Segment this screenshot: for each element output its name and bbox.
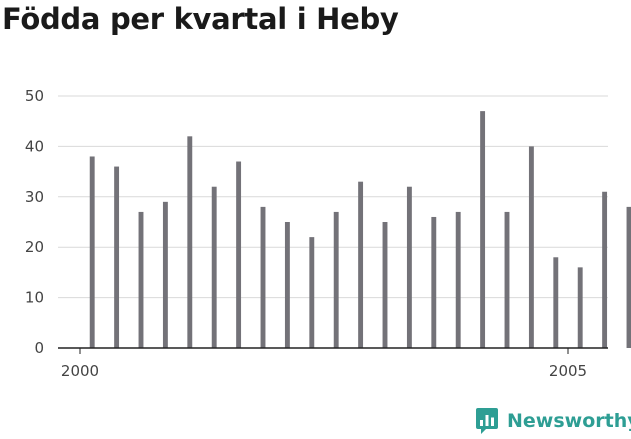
bar-chart-speech-bubble-icon (476, 408, 498, 434)
brand-name: Newsworthy (507, 410, 631, 432)
x-tick-label: 2005 (549, 362, 587, 380)
bar (309, 237, 315, 348)
bar (260, 206, 266, 348)
y-tick-label: 40 (25, 137, 44, 155)
bar (577, 267, 583, 348)
bar (602, 191, 608, 348)
bar (284, 222, 290, 348)
bar (89, 156, 95, 348)
bar (114, 166, 120, 348)
newsworthy-logo[interactable]: Newsworthy (475, 407, 631, 435)
x-axis-ticks: 200020052010201520202025 (61, 348, 587, 380)
bar (431, 216, 437, 348)
bar (406, 186, 412, 348)
y-tick-label: 0 (34, 339, 44, 357)
bar (480, 111, 486, 349)
y-tick-label: 10 (25, 289, 44, 307)
bar (211, 186, 217, 348)
bar (504, 211, 510, 348)
bar (333, 211, 339, 348)
bar (382, 222, 388, 348)
bar (455, 211, 461, 348)
y-axis-ticks: 0 10 20 30 40 50 (25, 87, 44, 357)
bar (162, 201, 168, 348)
y-tick-label: 30 (25, 188, 44, 206)
bar (626, 206, 631, 348)
bar (528, 146, 534, 348)
gridlines (58, 95, 608, 299)
y-tick-label: 20 (25, 238, 44, 256)
bar (187, 136, 193, 348)
chart-title: Födda per kvartal i Heby (2, 2, 399, 36)
y-tick-label: 50 (25, 87, 44, 105)
bar (236, 161, 242, 348)
x-tick-label: 2000 (61, 362, 99, 380)
bar (358, 181, 364, 348)
bars (89, 111, 631, 349)
bar (553, 257, 559, 348)
bar (138, 211, 144, 348)
